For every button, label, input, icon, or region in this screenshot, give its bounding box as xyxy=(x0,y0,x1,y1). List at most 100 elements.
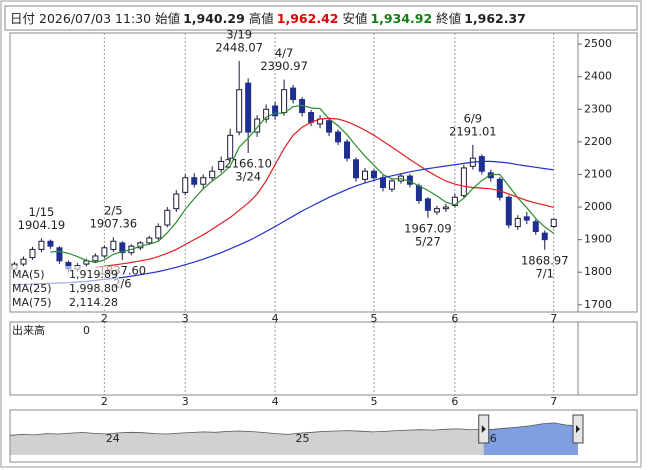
annotation-date: 4/7 xyxy=(275,46,294,60)
open-value: 1,940.29 xyxy=(183,11,245,26)
candle-body xyxy=(514,217,521,228)
candle-body xyxy=(155,226,162,239)
annotation-value: 2191.01 xyxy=(449,124,497,138)
candle-body xyxy=(550,218,557,228)
outer-frame xyxy=(0,0,642,468)
annotation-date: 5/27 xyxy=(415,234,441,248)
label: 高値 xyxy=(249,11,274,26)
candle-body xyxy=(245,82,252,133)
handle-arrow xyxy=(481,425,486,433)
candle-body xyxy=(353,159,360,179)
annotation-value: 2166.10 xyxy=(224,156,272,170)
candle-body xyxy=(362,170,368,180)
ma-line xyxy=(95,117,554,268)
legend-name: MA(75) xyxy=(12,296,52,309)
y-tick-label: 1800 xyxy=(584,265,612,278)
candle-body xyxy=(451,196,458,206)
navigator-tick-label: 25 xyxy=(295,432,309,445)
x-tick-label: 6 xyxy=(451,395,458,408)
candle-body xyxy=(272,105,279,117)
candle-body xyxy=(236,89,243,133)
legend-value: 2,114.28 xyxy=(69,296,118,309)
annotation-value: 2448.07 xyxy=(215,41,263,55)
x-tick-label: 3 xyxy=(182,395,189,408)
annotation-value: 2390.97 xyxy=(260,59,308,73)
candle-body xyxy=(218,160,225,171)
legend-value: 1,998.80 xyxy=(69,282,118,295)
candle-body xyxy=(20,258,27,265)
candle-body xyxy=(290,87,297,100)
y-tick-label: 2100 xyxy=(584,167,612,180)
x-tick-label: 5 xyxy=(370,395,377,408)
candle-body xyxy=(532,221,539,232)
annotation-date: 1/15 xyxy=(29,205,55,219)
x-tick-label: 2 xyxy=(101,395,108,408)
x-tick-label: 2 xyxy=(101,312,108,325)
candle-body xyxy=(424,198,431,211)
y-tick-label: 1700 xyxy=(584,298,612,311)
candle-body xyxy=(379,177,386,188)
legend-box xyxy=(11,266,119,310)
candle-body xyxy=(406,175,413,185)
candle-body xyxy=(29,248,36,259)
y-tick-label: 2400 xyxy=(584,70,612,83)
label: 終値 xyxy=(436,11,461,26)
candle-body xyxy=(47,240,54,247)
candle-body xyxy=(335,131,342,143)
candle-body xyxy=(164,209,171,226)
annotation-value: 1904.19 xyxy=(18,218,66,232)
candle-body xyxy=(119,242,126,254)
y-tick-label: 2000 xyxy=(584,200,612,213)
candle-body xyxy=(200,177,207,185)
candle-body xyxy=(388,180,395,190)
candle-body xyxy=(442,206,449,210)
legend-name: MA(25) xyxy=(12,282,52,295)
handle-arrow xyxy=(576,425,580,433)
axis-panel xyxy=(577,32,638,313)
candle-body xyxy=(92,255,99,262)
candle-body xyxy=(308,112,315,123)
axis-panel xyxy=(577,321,638,396)
candle-body xyxy=(370,170,377,179)
candle-body xyxy=(415,185,422,202)
datetime: 2026/07/03 11:30 xyxy=(39,11,151,26)
close-value: 1,962.37 xyxy=(464,11,526,26)
candle-body xyxy=(38,240,45,250)
annotation-date: 7/1 xyxy=(535,266,554,280)
label: 安値 xyxy=(342,11,367,26)
annotation-date: 3/19 xyxy=(226,28,252,42)
annotation-date: 6/9 xyxy=(464,111,483,125)
candle-body xyxy=(263,108,270,120)
navigator-selected-area xyxy=(483,422,578,455)
candle-body xyxy=(505,196,512,226)
legend-value: 1,919.89 xyxy=(69,268,118,281)
y-tick-label: 2500 xyxy=(584,37,612,50)
header: 日付 2026/07/03 11:30 始値 1,940.29 高値 1,962.42 安値… xyxy=(10,11,526,26)
candle-body xyxy=(478,156,485,172)
candle-body xyxy=(101,247,108,257)
y-tick-label: 1900 xyxy=(584,233,612,246)
label: 始値 xyxy=(155,11,180,26)
annotation-value: 1907.36 xyxy=(90,217,138,231)
annotation-value: 1868.97 xyxy=(521,253,569,267)
x-tick-label: 5 xyxy=(370,312,377,325)
navigator-tick-label: 24 xyxy=(106,432,120,445)
volume-tick-label: 0 xyxy=(83,324,90,337)
candle-body xyxy=(173,193,180,210)
x-tick-label: 7 xyxy=(550,312,557,325)
x-tick-label: 6 xyxy=(451,312,458,325)
legend-name: MA(5) xyxy=(12,268,45,281)
candle-body xyxy=(460,167,467,197)
candle-body xyxy=(433,208,440,213)
x-tick-label: 3 xyxy=(182,312,189,325)
x-tick-label: 4 xyxy=(272,395,279,408)
annotation-date: 2/5 xyxy=(104,204,123,218)
candle-body xyxy=(254,118,261,133)
y-tick-label: 2200 xyxy=(584,135,612,148)
candle-body xyxy=(281,89,288,114)
candle-body xyxy=(182,177,189,193)
annotation-date: 3/24 xyxy=(235,169,261,183)
x-tick-label: 7 xyxy=(550,395,557,408)
y-tick-label: 2300 xyxy=(584,102,612,115)
